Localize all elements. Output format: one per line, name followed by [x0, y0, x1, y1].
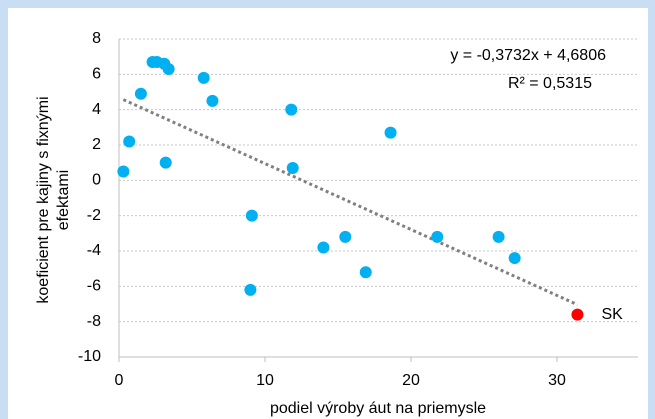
y-tick-label: 8	[92, 30, 101, 47]
point-label: SK	[601, 306, 623, 323]
x-tick-label: 20	[402, 372, 420, 389]
point	[159, 156, 172, 169]
point	[359, 266, 372, 279]
point	[206, 94, 219, 107]
r-squared: R² = 0,5315	[508, 75, 592, 92]
trend-equation: y = -0,3732x + 4,6806	[450, 47, 606, 64]
point	[384, 126, 397, 139]
point	[492, 230, 505, 243]
chart-panel	[8, 8, 648, 419]
point	[431, 230, 444, 243]
point	[134, 87, 147, 100]
y-tick-label: 6	[92, 66, 101, 83]
point	[244, 283, 257, 296]
point	[508, 252, 521, 265]
x-tick-label: 0	[115, 372, 124, 389]
y-tick-label: -2	[87, 207, 101, 224]
x-tick-label: 30	[548, 372, 566, 389]
y-tick-label: 2	[92, 136, 101, 153]
y-axis-title: koeficient pre kajiny s fixnými	[35, 96, 52, 303]
y-tick-label: -10	[78, 348, 101, 365]
point	[339, 230, 352, 243]
point	[571, 308, 584, 321]
point	[317, 241, 330, 254]
trendline	[122, 98, 579, 307]
point	[286, 161, 299, 174]
y-tick-label: 0	[92, 172, 101, 189]
y-tick-label: -8	[87, 313, 101, 330]
point	[123, 135, 136, 148]
y-tick-label: -4	[87, 242, 101, 259]
y-axis-title: efektami	[55, 170, 72, 230]
y-tick-label: -6	[87, 278, 101, 295]
point	[162, 63, 175, 76]
x-axis-title: podiel výroby áut na priemysle	[270, 400, 486, 417]
x-tick-label: 10	[256, 372, 274, 389]
y-tick-label: 4	[92, 101, 101, 118]
point	[245, 209, 258, 222]
point	[117, 165, 130, 178]
point	[197, 71, 210, 84]
point	[285, 103, 298, 116]
